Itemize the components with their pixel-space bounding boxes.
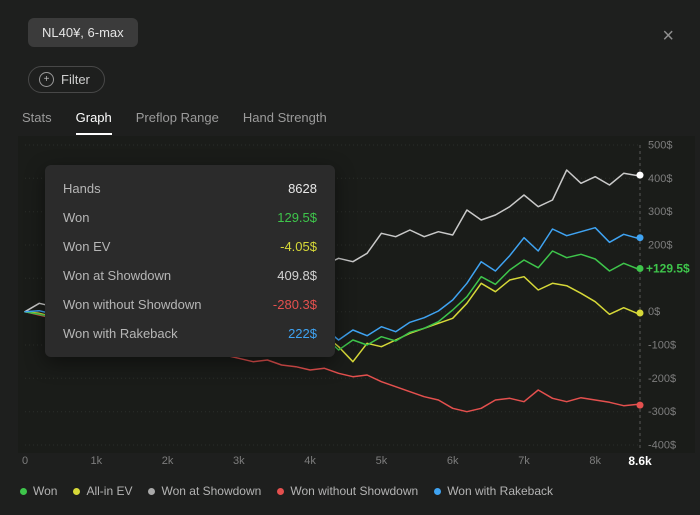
svg-text:300$: 300$: [648, 206, 672, 218]
legend-dot-won-without-showdown: [277, 487, 285, 495]
tooltip-row-hands: Hands 8628: [45, 174, 335, 203]
tooltip-row-won: Won 129.5$: [45, 203, 335, 232]
svg-text:4k: 4k: [304, 455, 316, 467]
legend-dot-won-at-showdown: [148, 487, 156, 495]
session-filter-badge[interactable]: NL40¥, 6-max: [28, 18, 138, 47]
tooltip-value: 8628: [288, 181, 317, 196]
filter-button[interactable]: + Filter: [28, 66, 105, 93]
svg-text:3k: 3k: [233, 455, 245, 467]
svg-text:0: 0: [22, 455, 28, 467]
chart-legend: Won All-in EV Won at Showdown Won withou…: [20, 484, 553, 498]
svg-text:-100$: -100$: [648, 340, 676, 352]
tooltip-label: Hands: [63, 181, 101, 196]
legend-item-all-in-ev[interactable]: All-in EV: [73, 484, 132, 498]
tab-hand-strength[interactable]: Hand Strength: [242, 110, 327, 125]
tooltip-row-won-ev: Won EV -4.05$: [45, 232, 335, 261]
tooltip-value: 409.8$: [277, 268, 317, 283]
legend-label: All-in EV: [86, 484, 133, 498]
legend-item-won-at-showdown[interactable]: Won at Showdown: [148, 484, 261, 498]
svg-text:5k: 5k: [376, 455, 388, 467]
legend-dot-all-in-ev: [73, 487, 81, 495]
tab-stats[interactable]: Stats: [22, 110, 52, 125]
legend-item-won-without-showdown[interactable]: Won without Showdown: [277, 484, 418, 498]
svg-text:2k: 2k: [162, 455, 174, 467]
legend-label: Won with Rakeback: [447, 484, 554, 498]
svg-text:-400$: -400$: [648, 440, 676, 452]
close-icon[interactable]: ×: [662, 25, 674, 47]
legend-label: Won at Showdown: [161, 484, 262, 498]
svg-text:400$: 400$: [648, 173, 672, 185]
legend-dot-won: [20, 487, 27, 495]
svg-text:-300$: -300$: [648, 406, 676, 418]
chart-tooltip: Hands 8628 Won 129.5$ Won EV -4.05$ Won …: [45, 165, 335, 357]
svg-text:7k: 7k: [518, 455, 530, 467]
tooltip-label: Won with Rakeback: [63, 326, 178, 341]
tooltip-value: 222$: [288, 326, 317, 341]
tooltip-label: Won without Showdown: [63, 297, 202, 312]
tab-preflop-range[interactable]: Preflop Range: [135, 110, 219, 125]
tooltip-label: Won EV: [63, 239, 111, 254]
legend-dot-won-with-rakeback: [434, 487, 442, 495]
svg-text:200$: 200$: [648, 240, 672, 252]
tooltip-value: -4.05$: [280, 239, 317, 254]
legend-label: Won: [33, 484, 58, 498]
tooltip-value: -280.3$: [272, 297, 317, 312]
plus-icon: +: [39, 72, 54, 87]
svg-text:0$: 0$: [648, 306, 660, 318]
tooltip-row-won-without-showdown: Won without Showdown -280.3$: [45, 290, 335, 319]
tooltip-label: Won: [63, 210, 90, 225]
svg-text:6k: 6k: [447, 455, 459, 467]
filter-button-label: Filter: [61, 72, 90, 87]
legend-label: Won without Showdown: [290, 484, 419, 498]
tooltip-value: 129.5$: [277, 210, 317, 225]
svg-text:500$: 500$: [648, 140, 672, 152]
tab-graph[interactable]: Graph: [75, 110, 112, 135]
svg-text:-200$: -200$: [648, 373, 676, 385]
svg-text:1k: 1k: [90, 455, 102, 467]
legend-item-won[interactable]: Won: [20, 484, 57, 498]
legend-item-won-with-rakeback[interactable]: Won with Rakeback: [434, 484, 553, 498]
tooltip-row-won-at-showdown: Won at Showdown 409.8$: [45, 261, 335, 290]
svg-text:8.6k: 8.6k: [628, 454, 652, 468]
tooltip-label: Won at Showdown: [63, 268, 172, 283]
svg-text:8k: 8k: [589, 455, 601, 467]
svg-text:+129.5$: +129.5$: [646, 262, 690, 276]
tab-bar: Stats Graph Preflop Range Hand Strength: [22, 110, 327, 135]
tooltip-row-won-with-rakeback: Won with Rakeback 222$: [45, 319, 335, 348]
